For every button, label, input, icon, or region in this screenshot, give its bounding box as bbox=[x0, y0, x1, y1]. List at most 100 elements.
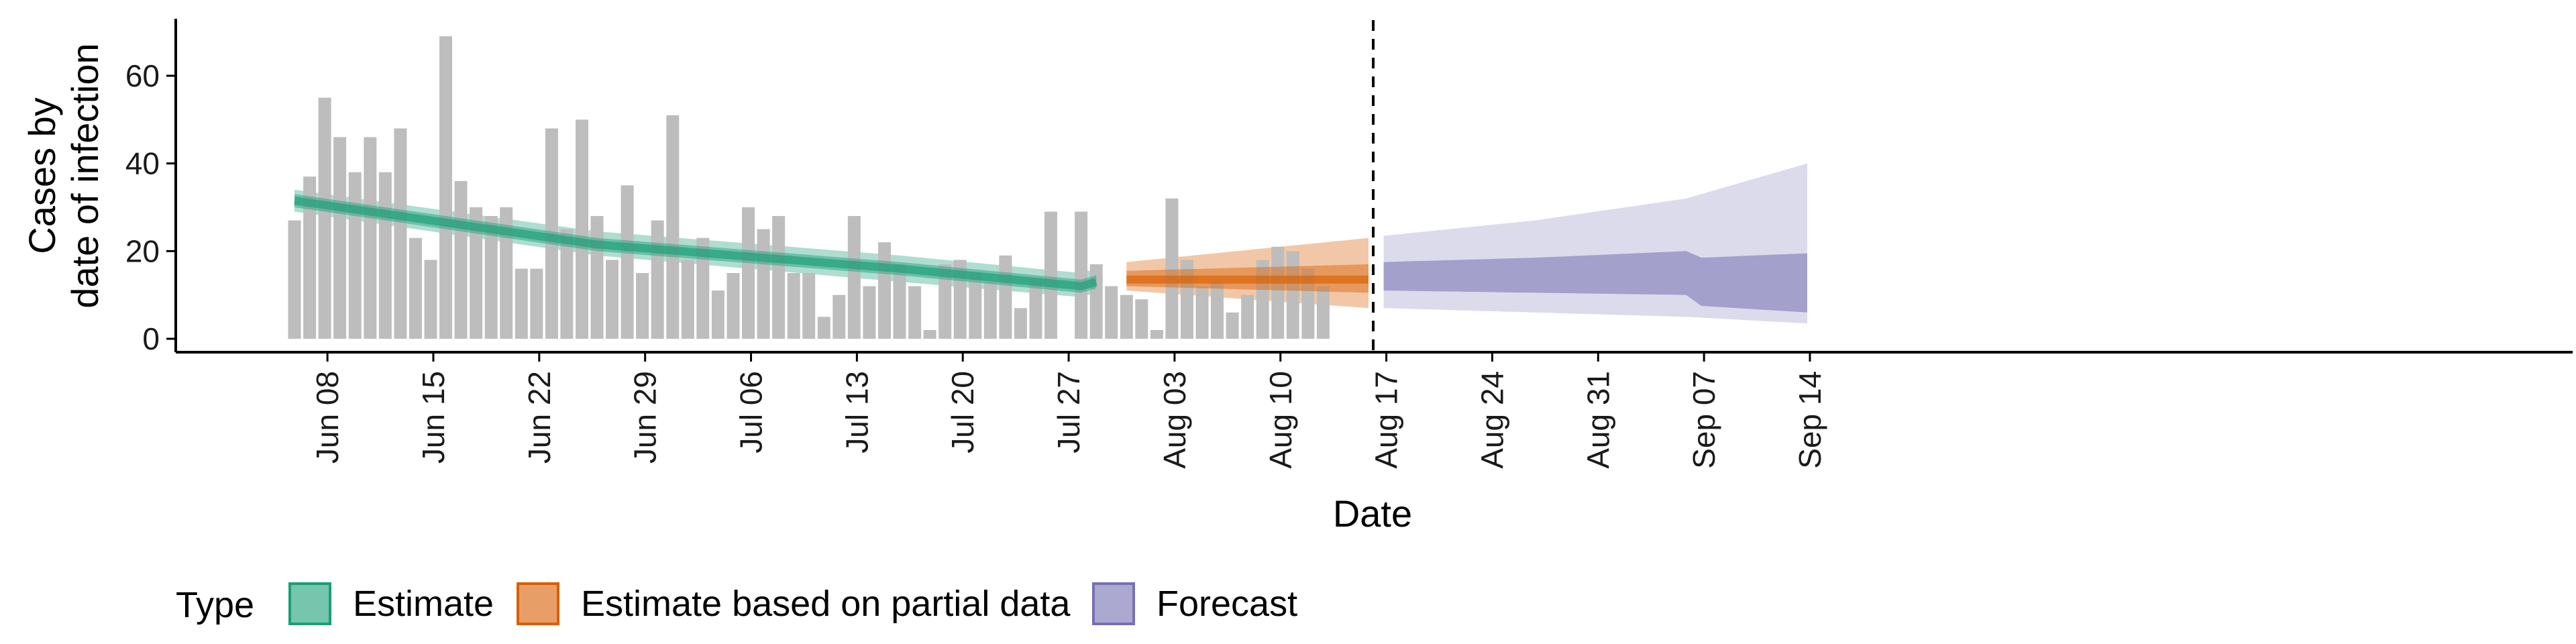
x-tick-label: Jun 08 bbox=[310, 371, 345, 464]
bar bbox=[833, 294, 846, 339]
bar bbox=[953, 260, 967, 339]
bar bbox=[923, 329, 936, 339]
bar bbox=[847, 216, 861, 339]
bar bbox=[938, 264, 952, 339]
legend-label-forecast: Forecast bbox=[1157, 584, 1297, 624]
bar bbox=[424, 260, 437, 339]
bar bbox=[1120, 294, 1133, 339]
legend-key-partial bbox=[517, 582, 559, 625]
x-tick-label: Aug 17 bbox=[1369, 371, 1404, 469]
bar bbox=[1150, 329, 1163, 339]
bar bbox=[590, 216, 604, 339]
x-tick-label: Aug 03 bbox=[1157, 371, 1192, 469]
x-tick-label: Jul 20 bbox=[945, 371, 980, 453]
bar bbox=[1029, 277, 1042, 339]
bar bbox=[983, 282, 997, 339]
y-tick-label: 40 bbox=[125, 146, 160, 181]
x-tick-label: Aug 31 bbox=[1580, 371, 1615, 469]
bar bbox=[1211, 282, 1224, 339]
bar bbox=[1316, 286, 1330, 339]
bar bbox=[318, 97, 331, 339]
bar bbox=[303, 176, 317, 339]
x-tick-label: Jun 22 bbox=[522, 371, 557, 464]
x-tick-label: Jul 06 bbox=[734, 371, 769, 453]
bar bbox=[545, 128, 558, 339]
legend-label-estimate: Estimate bbox=[353, 584, 494, 624]
x-tick-label: Aug 24 bbox=[1474, 371, 1509, 469]
x-tick-label: Jul 27 bbox=[1051, 371, 1086, 453]
bar bbox=[484, 216, 498, 339]
bar bbox=[394, 128, 407, 339]
bar bbox=[364, 137, 377, 339]
bar bbox=[530, 268, 543, 339]
bar bbox=[636, 273, 649, 339]
bar bbox=[757, 229, 770, 339]
bar bbox=[1226, 312, 1239, 339]
bar bbox=[893, 264, 906, 339]
bar bbox=[787, 273, 800, 339]
x-tick-label: Sep 07 bbox=[1686, 371, 1721, 469]
x-tick-label: Jul 13 bbox=[839, 371, 874, 453]
bar bbox=[696, 237, 710, 339]
bar bbox=[470, 207, 483, 339]
bar bbox=[711, 290, 724, 339]
x-tick-label: Sep 14 bbox=[1792, 371, 1827, 469]
bar bbox=[409, 237, 422, 339]
bar bbox=[742, 207, 755, 339]
x-tick-label: Aug 10 bbox=[1263, 371, 1298, 469]
bar bbox=[333, 137, 347, 339]
axes: 0 20 40 60 Jun 08 Jun 15 Jun 22 Jun 29 Jul 06 Jul… bbox=[125, 19, 2573, 469]
bar bbox=[621, 185, 634, 339]
bar bbox=[817, 317, 830, 339]
bar bbox=[1301, 268, 1315, 339]
bar bbox=[727, 273, 740, 339]
bar bbox=[500, 207, 513, 339]
bar bbox=[288, 220, 301, 339]
y-axis-title-line-1: Cases by bbox=[21, 97, 63, 254]
bar bbox=[1286, 251, 1299, 339]
y-axis-title: Cases by date of infection bbox=[21, 43, 106, 308]
bar bbox=[908, 286, 922, 339]
bar bbox=[1165, 198, 1179, 339]
bar bbox=[439, 36, 452, 339]
bar bbox=[576, 119, 588, 339]
bar bbox=[802, 273, 816, 339]
estimate-median-line bbox=[294, 197, 1097, 290]
x-tick-label: Jun 29 bbox=[628, 371, 663, 464]
y-tick-label: 60 bbox=[125, 58, 160, 93]
bar bbox=[666, 115, 680, 339]
y-axis-title-line-2: date of infection bbox=[64, 43, 106, 308]
legend-key-estimate bbox=[288, 582, 331, 625]
bar bbox=[1135, 299, 1148, 339]
bar bbox=[606, 260, 619, 339]
bar bbox=[378, 172, 392, 339]
bar bbox=[560, 229, 574, 339]
legend-title: Type bbox=[176, 585, 254, 625]
bar bbox=[999, 255, 1012, 339]
bars bbox=[288, 36, 1330, 339]
legend-label-partial: Estimate based on partial data bbox=[581, 584, 1071, 624]
median-bands bbox=[294, 194, 1807, 313]
bar bbox=[454, 180, 468, 339]
bar bbox=[651, 220, 664, 339]
bar bbox=[1105, 286, 1118, 339]
bar bbox=[515, 268, 528, 339]
x-tick-label: Jun 15 bbox=[416, 371, 451, 464]
bar bbox=[1271, 246, 1285, 339]
bar bbox=[1044, 211, 1057, 339]
bar bbox=[1195, 286, 1209, 339]
bar bbox=[348, 172, 362, 339]
bar bbox=[863, 286, 876, 339]
bar bbox=[772, 216, 786, 339]
bar bbox=[1241, 294, 1254, 339]
legend: Type Estimate Estimate based on partial … bbox=[176, 582, 1297, 625]
bar bbox=[969, 273, 982, 339]
x-axis-title: Date bbox=[1333, 492, 1412, 535]
y-tick-label: 0 bbox=[142, 321, 160, 356]
bar bbox=[878, 242, 891, 339]
bar bbox=[1075, 211, 1088, 339]
legend-key-forecast bbox=[1092, 582, 1135, 625]
forecast-inner-band bbox=[1383, 251, 1807, 313]
bar bbox=[1014, 308, 1027, 339]
